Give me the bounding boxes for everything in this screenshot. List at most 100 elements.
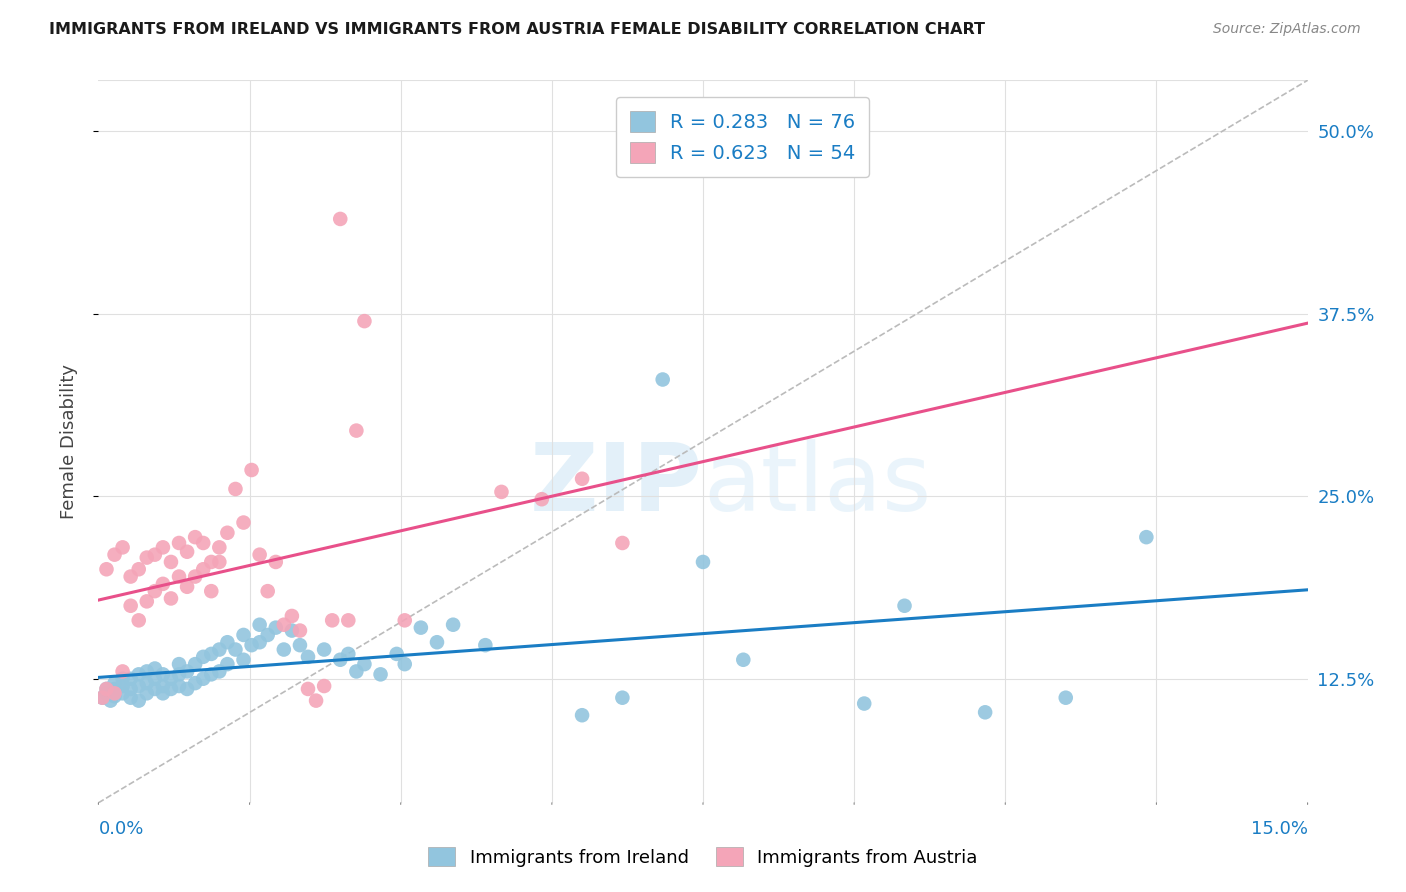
Point <box>143 548 166 562</box>
Point <box>273 617 295 632</box>
Point <box>692 555 714 569</box>
Point <box>111 672 134 686</box>
Point <box>176 580 198 594</box>
Point <box>135 686 157 700</box>
Point <box>409 621 432 635</box>
Point <box>337 647 360 661</box>
Point <box>474 638 496 652</box>
Point <box>193 536 215 550</box>
Point <box>103 548 125 562</box>
Point <box>184 569 207 583</box>
Point <box>240 638 263 652</box>
Legend: R = 0.283   N = 76, R = 0.623   N = 54: R = 0.283 N = 76, R = 0.623 N = 54 <box>616 97 869 177</box>
Point <box>337 613 360 627</box>
Point <box>152 667 174 681</box>
Point <box>208 665 231 679</box>
Point <box>167 679 190 693</box>
Point <box>152 577 174 591</box>
Point <box>135 665 157 679</box>
Point <box>176 681 198 696</box>
Point <box>200 555 222 569</box>
Point <box>853 697 876 711</box>
Point <box>103 690 125 704</box>
Point <box>96 562 118 576</box>
Point <box>200 647 222 661</box>
Point <box>232 628 254 642</box>
Point <box>1135 530 1157 544</box>
Point <box>193 672 215 686</box>
Point <box>193 562 215 576</box>
Point <box>321 613 343 627</box>
Point <box>128 562 150 576</box>
Point <box>152 541 174 555</box>
Point <box>111 679 134 693</box>
Point <box>135 550 157 565</box>
Point <box>208 541 231 555</box>
Point <box>256 628 278 642</box>
Point <box>612 536 634 550</box>
Point <box>176 665 198 679</box>
Point <box>160 672 183 686</box>
Point <box>256 584 278 599</box>
Point <box>96 686 118 700</box>
Point <box>176 545 198 559</box>
Point <box>264 621 287 635</box>
Text: Source: ZipAtlas.com: Source: ZipAtlas.com <box>1213 22 1361 37</box>
Point <box>103 686 125 700</box>
Point <box>200 584 222 599</box>
Point <box>394 657 416 672</box>
Point <box>305 693 328 707</box>
Point <box>167 657 190 672</box>
Point <box>273 642 295 657</box>
Point <box>152 679 174 693</box>
Point <box>426 635 449 649</box>
Point <box>135 676 157 690</box>
Point <box>128 667 150 681</box>
Point <box>249 548 271 562</box>
Point <box>571 472 593 486</box>
Point <box>353 657 375 672</box>
Point <box>152 686 174 700</box>
Point <box>288 638 311 652</box>
Point <box>96 681 118 696</box>
Text: ZIP: ZIP <box>530 439 703 531</box>
Point <box>217 657 239 672</box>
Point <box>128 679 150 693</box>
Point <box>329 653 352 667</box>
Point <box>91 690 114 705</box>
Point <box>288 624 311 638</box>
Point <box>143 672 166 686</box>
Point <box>297 649 319 664</box>
Point <box>143 681 166 696</box>
Point <box>96 681 118 696</box>
Text: 0.0%: 0.0% <box>98 821 143 838</box>
Point <box>167 536 190 550</box>
Point <box>120 569 142 583</box>
Point <box>530 492 553 507</box>
Point <box>160 681 183 696</box>
Point <box>281 624 304 638</box>
Point <box>224 482 246 496</box>
Text: 15.0%: 15.0% <box>1250 821 1308 838</box>
Point <box>651 372 673 386</box>
Point <box>143 584 166 599</box>
Legend: Immigrants from Ireland, Immigrants from Austria: Immigrants from Ireland, Immigrants from… <box>420 840 986 874</box>
Point <box>167 569 190 583</box>
Point <box>370 667 392 681</box>
Point <box>314 642 336 657</box>
Point <box>160 591 183 606</box>
Point <box>111 665 134 679</box>
Point <box>184 530 207 544</box>
Point <box>344 665 367 679</box>
Point <box>733 653 755 667</box>
Point <box>91 690 114 705</box>
Point <box>385 647 408 661</box>
Point <box>100 693 122 707</box>
Point <box>394 613 416 627</box>
Point <box>249 635 271 649</box>
Point <box>297 681 319 696</box>
Point <box>217 635 239 649</box>
Point <box>612 690 634 705</box>
Point <box>167 667 190 681</box>
Point <box>111 541 134 555</box>
